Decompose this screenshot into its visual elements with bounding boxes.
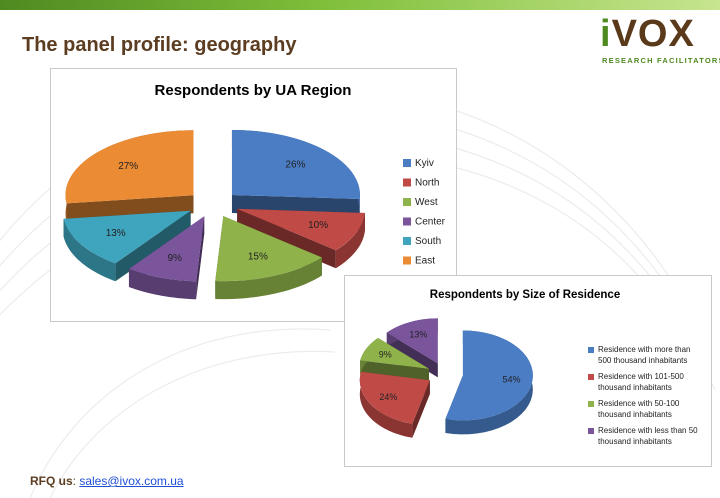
data-label: 26% — [285, 160, 305, 171]
legend-swatch — [588, 347, 594, 353]
legend-label: thousand inhabitants — [598, 383, 672, 392]
legend-swatch — [403, 237, 411, 245]
top-accent-bar — [0, 0, 720, 10]
rfq-email-link[interactable]: sales@ivox.com.ua — [79, 474, 184, 488]
chart-title: Respondents by Size of Residence — [430, 289, 620, 301]
legend-swatch — [403, 256, 411, 265]
data-label: 24% — [379, 392, 397, 402]
legend-swatch — [403, 159, 411, 167]
logo-tagline: RESEARCH FACILITATORS — [602, 56, 720, 65]
pie-slice-east — [65, 130, 194, 204]
legend-label: East — [415, 256, 435, 267]
legend-swatch — [403, 217, 411, 226]
legend-label: Kyiv — [415, 158, 434, 169]
legend-swatch — [588, 401, 594, 407]
pie-slice-north — [237, 208, 365, 251]
pie-slice-kyiv — [231, 129, 360, 200]
legend-swatch — [588, 374, 594, 380]
pie-slice-west — [215, 216, 322, 282]
data-label: 9% — [379, 349, 392, 359]
legend-label: thousand inhabitants — [598, 410, 672, 419]
data-label: 15% — [248, 252, 268, 263]
logo-wordmark: iVOX — [600, 13, 695, 55]
data-label: 10% — [308, 220, 328, 231]
data-label: 13% — [106, 228, 126, 239]
legend-swatch — [403, 198, 411, 206]
region-chart-panel: Respondents by UA Region 26% 10% 15% 9% 13% 27… — [50, 68, 457, 322]
data-label: 27% — [118, 161, 138, 172]
residence-pie-chart: Respondents by Size of Residence 54% 24% 9%… — [359, 289, 698, 446]
residence-chart-panel: Respondents by Size of Residence 54% 24% 9%… — [344, 275, 712, 467]
data-label: 54% — [502, 374, 520, 384]
legend-swatch — [588, 428, 594, 434]
pie-slice-south — [63, 210, 191, 264]
page-title: The panel profile: geography — [22, 34, 297, 56]
legend-label: 500 thousand inhabitants — [598, 356, 687, 365]
pie-slice-residence-with-less-than-50-thousand-inhabitants — [386, 318, 438, 364]
pie-slice-residence-with-101-500-thousand-inhabitants — [359, 371, 430, 424]
legend-label: Residence with less than 50 — [598, 426, 698, 435]
data-label: 13% — [409, 329, 427, 339]
ivox-logo: iVOX RESEARCH FACILITATORS — [600, 13, 720, 70]
pie-slice-center — [128, 216, 205, 282]
legend-swatch — [403, 178, 411, 187]
rfq-label: RFQ us — [30, 474, 73, 488]
legend-label: Residence with more than — [598, 345, 691, 354]
region-pie-chart: Respondents by UA Region 26% 10% 15% 9% 13% 27… — [63, 82, 446, 300]
rfq-separator: : — [72, 474, 80, 488]
legend-label: South — [415, 236, 441, 247]
legend-label: thousand inhabitants — [598, 437, 672, 446]
pie-slice-residence-with-more-than-500-thousand-inhabitants — [445, 330, 533, 421]
legend-label: West — [415, 197, 438, 208]
data-label: 9% — [167, 253, 182, 264]
legend-label: North — [415, 178, 439, 189]
legend-label: Residence with 101-500 — [598, 372, 684, 381]
pie-slice-residence-with-50-100-thousand-inhabitants — [360, 337, 429, 369]
legend-label: Residence with 50-100 — [598, 399, 680, 408]
chart-title: Respondents by UA Region — [155, 82, 352, 99]
legend-label: Center — [415, 217, 446, 228]
rfq-footer: RFQ us: sales@ivox.com.ua — [30, 474, 184, 488]
